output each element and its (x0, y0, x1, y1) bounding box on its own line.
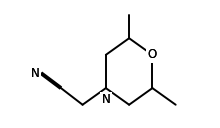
Text: N: N (31, 67, 39, 80)
Text: O: O (148, 48, 157, 61)
Text: O: O (148, 48, 157, 61)
Text: N: N (31, 67, 39, 80)
Text: N: N (101, 93, 110, 106)
Text: N: N (101, 93, 110, 106)
